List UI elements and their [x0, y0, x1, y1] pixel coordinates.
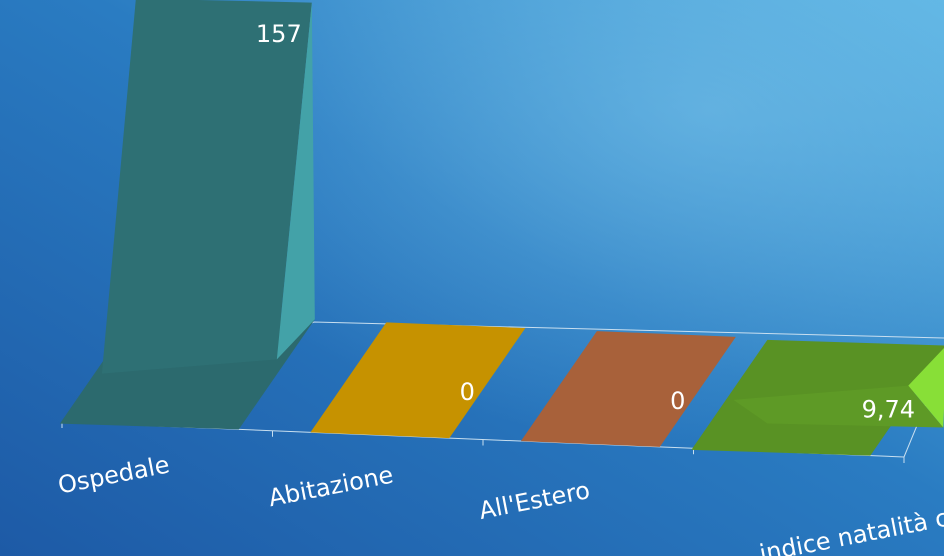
- x-tick-label: indice natalità c.le: [757, 498, 944, 556]
- chart-bars: [59, 0, 944, 456]
- bar-3: [520, 331, 736, 447]
- bar-front-face: [733, 385, 944, 428]
- data-label: 0: [460, 378, 475, 406]
- bar-top-face: [520, 331, 736, 447]
- x-tick-label: Ospedale: [56, 450, 172, 499]
- data-label: 157: [256, 20, 302, 48]
- bar-1: [59, 0, 315, 430]
- bar-front-face: [101, 0, 312, 374]
- bar-4: [691, 339, 944, 456]
- bar-2: [310, 322, 526, 439]
- bar-side-face: [908, 348, 944, 428]
- x-tick-label: All'Estero: [477, 476, 592, 525]
- data-label: 0: [670, 387, 685, 415]
- data-label: 9,74: [862, 396, 915, 424]
- x-tick-label: Abitazione: [266, 461, 395, 513]
- bar-top-face: [310, 322, 526, 439]
- bar-side-face: [276, 2, 315, 360]
